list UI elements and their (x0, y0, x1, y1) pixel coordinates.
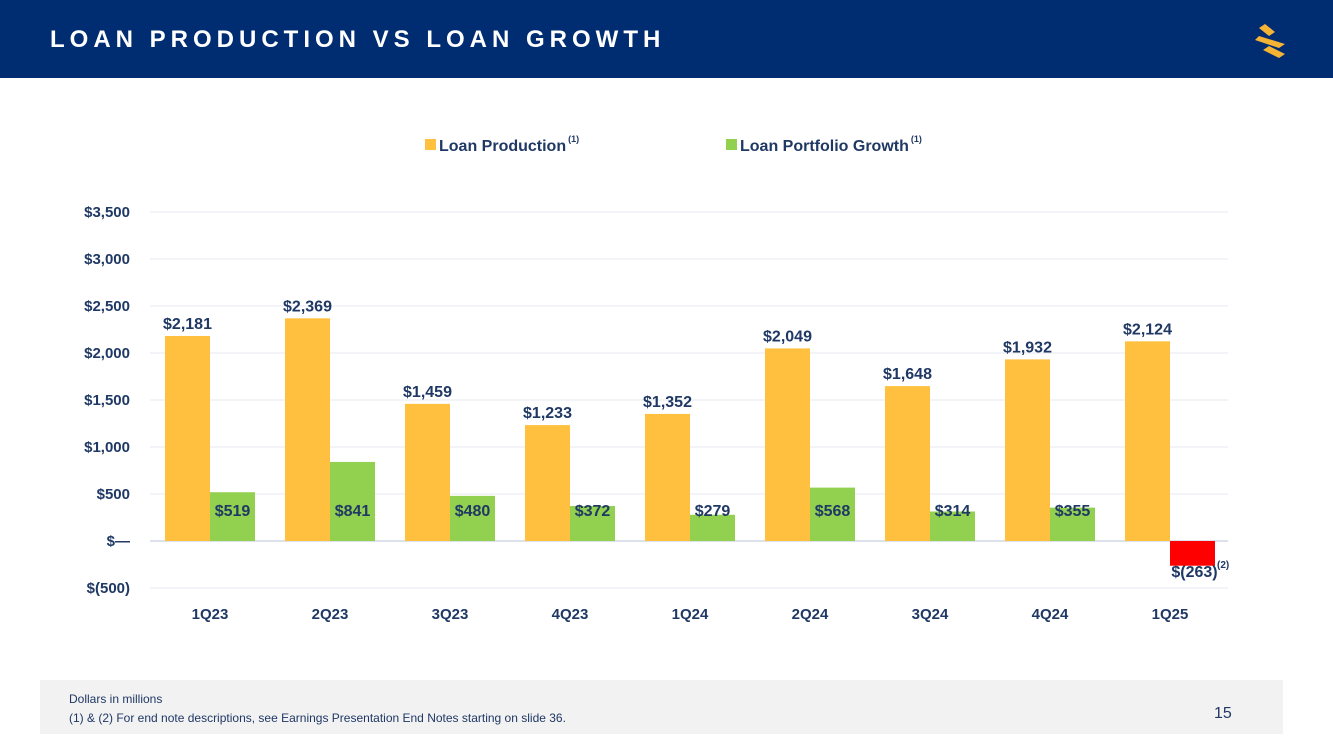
data-label-loan-portfolio-growth: $372 (575, 503, 611, 520)
title-bar: LOAN PRODUCTION VS LOAN GROWTH (0, 0, 1333, 78)
bar-loan-production (405, 403, 450, 541)
data-label-loan-portfolio-growth: $480 (455, 503, 491, 520)
bar-loan-portfolio-growth (330, 461, 375, 541)
footer: Dollars in millions (1) & (2) For end no… (40, 680, 1283, 734)
x-tick-label: 4Q24 (1032, 606, 1069, 623)
page-number: 15 (1214, 705, 1232, 722)
data-label-loan-portfolio-growth: $(263) (1171, 564, 1217, 581)
bar-loan-production (1125, 341, 1170, 541)
bars (165, 318, 1215, 566)
data-label-loan-production: $2,369 (283, 298, 332, 315)
legend-swatch-loan-portfolio-growth (726, 139, 737, 150)
x-tick-label: 1Q24 (672, 606, 709, 623)
y-tick-label: $500 (97, 486, 130, 503)
bar-loan-production (165, 335, 210, 541)
data-label-loan-production: $1,233 (523, 405, 572, 422)
bar-loan-portfolio-growth (810, 487, 855, 541)
bar-loan-portfolio-growth (1050, 507, 1095, 541)
bar-loan-production (285, 318, 330, 541)
x-tick-label: 4Q23 (552, 606, 589, 623)
legend-label-loan-portfolio-growth: Loan Portfolio Growth (740, 138, 909, 155)
footnote-endnotes: (1) & (2) For end note descriptions, see… (69, 711, 566, 725)
x-tick-label: 3Q23 (432, 606, 469, 623)
loan-chart: $3,500 $3,000 $2,500 $2,000 $1,500 $1,000 $500… (84, 134, 1229, 623)
y-tick-label: $3,000 (84, 251, 130, 268)
legend-footnote-marker: (1) (911, 134, 922, 144)
y-tick-label: $(500) (87, 580, 130, 597)
x-tick-label: 1Q25 (1152, 606, 1189, 623)
x-tick-label: 2Q23 (312, 606, 349, 623)
data-label-loan-production: $1,459 (403, 384, 452, 401)
data-label-loan-portfolio-growth: $314 (935, 503, 971, 520)
bar-loan-production (765, 348, 810, 541)
legend-swatch-loan-production (425, 139, 436, 150)
bar-loan-production (1005, 359, 1050, 541)
data-labels: $2,181 $519 $2,369 $841 $1,459 $480 $1,233 $372… (163, 298, 1229, 581)
y-tick-label: $2,000 (84, 345, 130, 362)
y-axis: $3,500 $3,000 $2,500 $2,000 $1,500 $1,000 $500… (84, 204, 130, 597)
bar-loan-portfolio-growth (930, 511, 975, 541)
bar-loan-portfolio-growth (1170, 541, 1215, 566)
legend: Loan Production (1) Loan Portfolio Growth(… (425, 134, 922, 155)
legend-label-loan-production: Loan Production (439, 138, 566, 155)
y-tick-label: $1,500 (84, 392, 130, 409)
data-label-loan-portfolio-growth: $519 (215, 503, 251, 520)
data-label-loan-production: $1,648 (883, 366, 932, 383)
data-label-loan-production: $1,352 (643, 394, 692, 411)
data-label-loan-production: $2,124 (1123, 321, 1172, 338)
footnote-marker: (2) (1217, 560, 1229, 571)
y-tick-label: $2,500 (84, 298, 130, 315)
x-axis: 1Q23 2Q23 3Q23 4Q23 1Q24 2Q24 3Q24 4Q24 1Q25 (192, 606, 1189, 623)
x-tick-label: 1Q23 (192, 606, 229, 623)
y-tick-label: $3,500 (84, 204, 130, 221)
legend-footnote-marker: (1) (568, 134, 579, 144)
data-label-loan-production: $2,181 (163, 316, 212, 333)
bar-loan-production (525, 425, 570, 541)
data-label-loan-production: $1,932 (1003, 339, 1052, 356)
x-tick-label: 3Q24 (912, 606, 949, 623)
bar-loan-production (885, 386, 930, 541)
page-title: LOAN PRODUCTION VS LOAN GROWTH (50, 26, 666, 53)
bar-loan-production (645, 413, 690, 541)
bar-loan-portfolio-growth (570, 506, 615, 541)
footnote-units: Dollars in millions (69, 692, 163, 706)
bar-loan-portfolio-growth (690, 514, 735, 541)
y-tick-label: $1,000 (84, 439, 130, 456)
data-label-loan-portfolio-growth: $355 (1055, 503, 1091, 520)
data-label-loan-production: $2,049 (763, 328, 812, 345)
bar-loan-portfolio-growth (210, 492, 255, 541)
x-tick-label: 2Q24 (792, 606, 829, 623)
y-tick-label: $— (107, 533, 130, 550)
data-label-loan-portfolio-growth: $841 (335, 503, 371, 520)
bar-loan-portfolio-growth (450, 495, 495, 541)
company-logo-icon (1255, 24, 1285, 58)
data-label-loan-portfolio-growth: $568 (815, 503, 851, 520)
data-label-loan-portfolio-growth: $279 (695, 503, 731, 520)
